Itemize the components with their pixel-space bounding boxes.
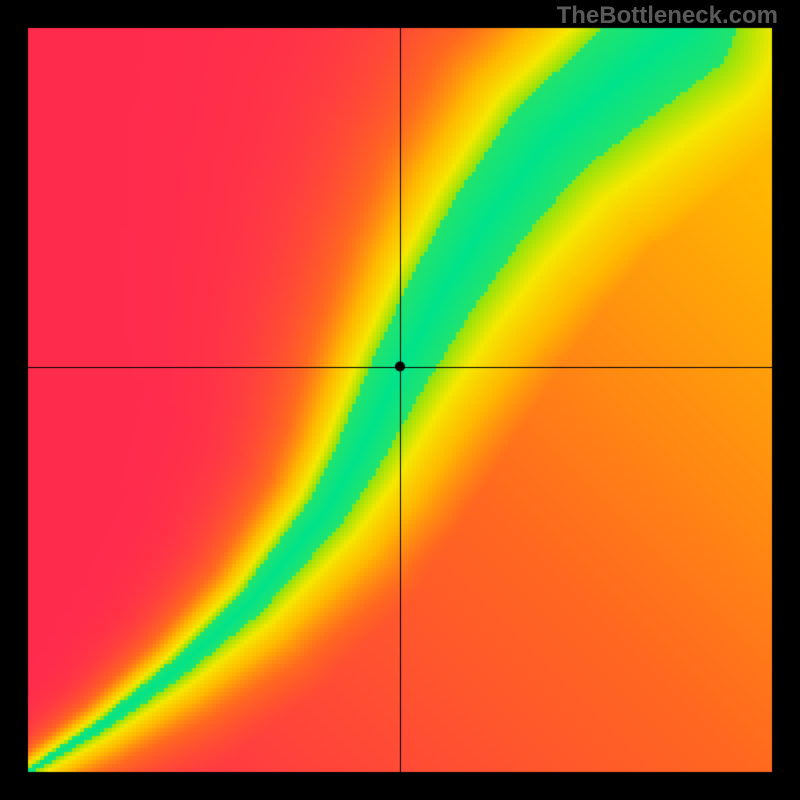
chart-container: TheBottleneck.com xyxy=(0,0,800,800)
watermark-text: TheBottleneck.com xyxy=(557,2,778,30)
heatmap-canvas xyxy=(0,0,800,800)
